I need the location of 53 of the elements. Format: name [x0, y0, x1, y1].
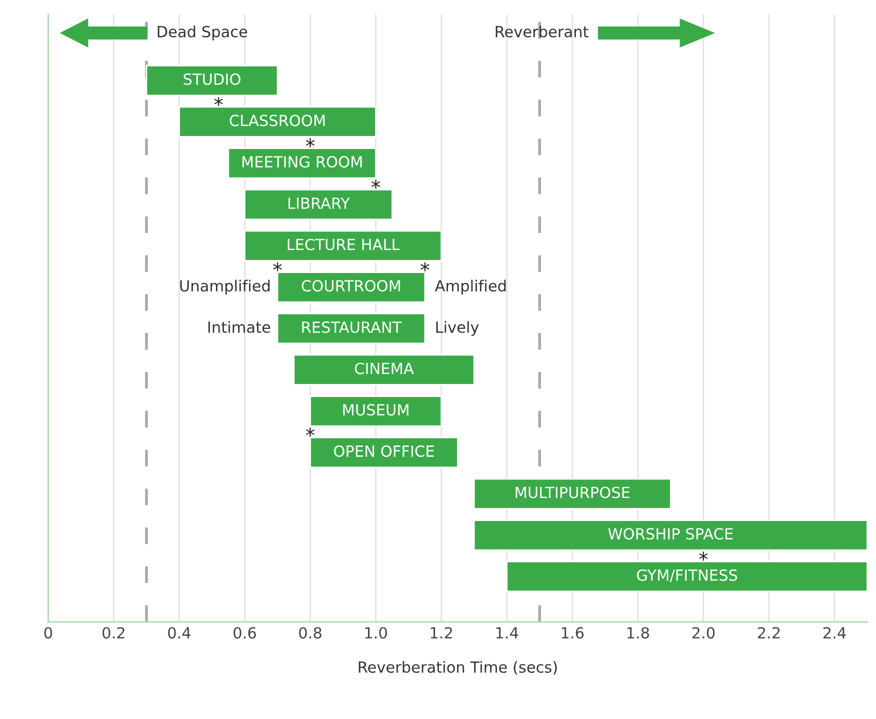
y-tick-label: MULTIPURPOSE [516, 486, 630, 498]
y-tick-label: STUDIO [184, 73, 240, 85]
y-tick-label: RESTAURANT [302, 321, 402, 333]
x-tick-label: 0 [44, 627, 52, 639]
x-tick-label: 0.8 [299, 627, 322, 639]
annotation: * [306, 428, 315, 437]
annotation: Intimate [208, 321, 270, 333]
annotation: * [273, 262, 282, 272]
bar [244, 230, 442, 262]
y-tick-label: CINEMA [354, 362, 414, 374]
annotation: Lively [436, 321, 479, 336]
bar [228, 148, 376, 179]
y-tick-label: COURTROOM [302, 280, 400, 292]
bar [473, 478, 672, 510]
text: Dead Space [158, 26, 248, 40]
annotation: * [699, 552, 708, 561]
annotation: * [306, 138, 315, 148]
x-tick-label: 2.0 [692, 627, 715, 639]
annotation: * [214, 97, 223, 106]
bar [276, 272, 426, 303]
x-tick-label: 1.8 [627, 627, 650, 639]
annotation: * [372, 180, 380, 189]
x-tick-label: 1.6 [562, 627, 584, 639]
x-tick-label: 2.2 [758, 627, 780, 638]
y-tick-label: OPEN OFFICE [334, 445, 434, 457]
x-tick-label: 0.4 [168, 627, 191, 639]
bar [310, 396, 442, 427]
x-tick-label: 0.6 [234, 627, 256, 639]
y-tick-label: WORSHIP SPACE [608, 528, 733, 540]
y-tick-label: GYM/FITNESS [636, 569, 738, 582]
bar [178, 106, 376, 138]
bar [244, 188, 393, 220]
bar [473, 520, 868, 551]
x-tick-label: 0.2 [102, 627, 124, 639]
x-tick-label: 1.2 [430, 627, 452, 638]
bar [146, 64, 278, 96]
x-axis-title: Reverberation Time (secs) [358, 661, 557, 675]
bar [310, 436, 458, 468]
x-tick-label: 1.4 [496, 627, 518, 638]
bar [276, 312, 426, 344]
y-tick-label: MEETING ROOM [242, 156, 362, 168]
y-tick-label: CLASSROOM [230, 114, 325, 126]
annotation: Amplified [434, 280, 506, 295]
x-tick-label: 2.4 [823, 627, 846, 638]
y-tick-label: MUSEUM [343, 404, 408, 416]
x-tick-label: 1.0 [365, 627, 387, 639]
y-tick-label: LECTURE HALL [288, 238, 400, 250]
annotation: Unamplified [180, 280, 270, 295]
bar [293, 354, 475, 386]
text: Reverberant [496, 26, 588, 38]
bar [506, 560, 868, 592]
y-tick-label: LIBRARY [288, 198, 350, 209]
annotation: * [420, 262, 430, 272]
